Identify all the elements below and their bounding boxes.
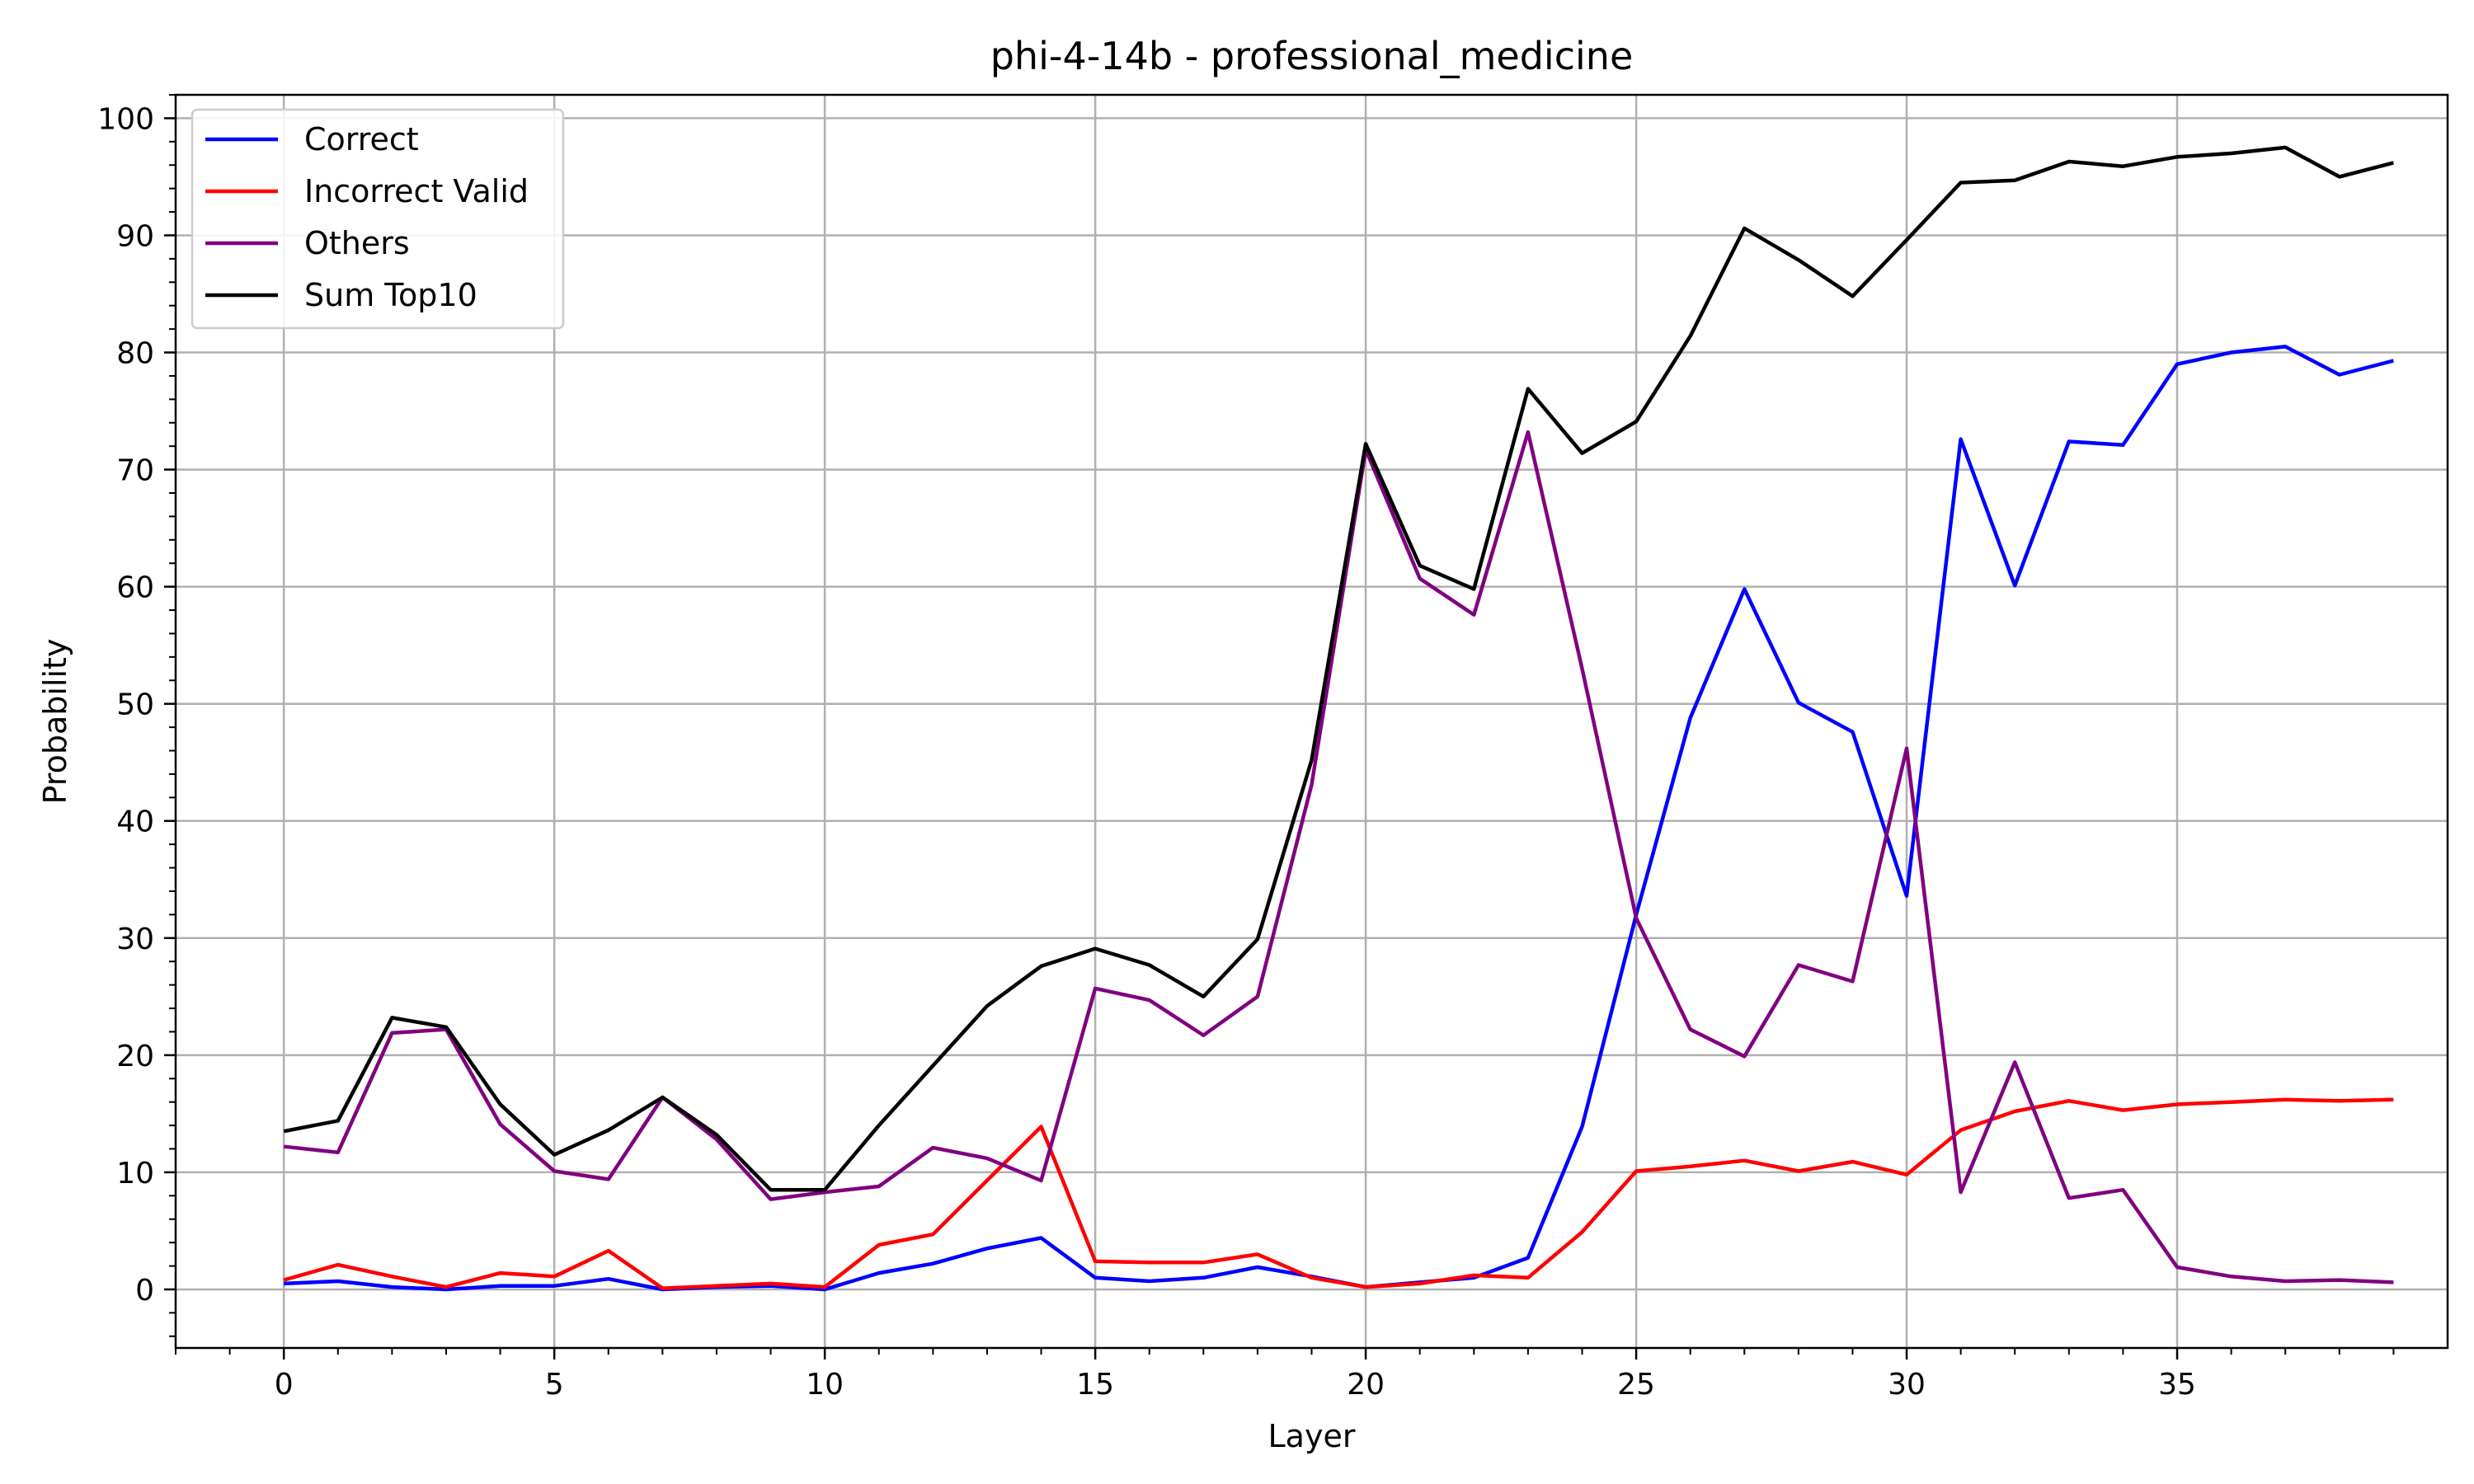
- x-axis-label: Layer: [1268, 1418, 1356, 1454]
- series-line-others: [283, 430, 2394, 1284]
- y-tick-label: 60: [116, 571, 154, 605]
- y-tick-label: 10: [116, 1157, 154, 1190]
- y-tick-label: 50: [116, 688, 154, 722]
- series-line-sum-top10: [283, 145, 2394, 1192]
- series-lines: [283, 145, 2394, 1292]
- y-tick-label: 70: [116, 454, 154, 488]
- series-line-incorrect-valid: [283, 1097, 2394, 1290]
- axis-ticks: 0 5 10 15 20 25 30 35 0 10 20 30 40 50 60 70 80 90 100: [97, 94, 2395, 1402]
- legend-label-others: Others: [304, 225, 410, 261]
- y-tick-label: 80: [116, 337, 154, 371]
- y-tick-label: 20: [116, 1040, 154, 1073]
- x-tick-label: 5: [545, 1368, 564, 1402]
- chart-title: phi-4-14b - professional_medicine: [990, 34, 1634, 78]
- legend: Correct Incorrect Valid Others Sum Top10: [190, 108, 565, 330]
- x-tick-label: 10: [806, 1368, 844, 1402]
- x-tick-label: 25: [1617, 1368, 1655, 1402]
- legend-label-sum-top10: Sum Top10: [304, 277, 477, 313]
- y-axis-label: Probability: [37, 639, 73, 805]
- legend-label-correct: Correct: [304, 121, 419, 157]
- grid: [176, 95, 2448, 1348]
- x-tick-label: 15: [1076, 1368, 1114, 1402]
- x-tick-label: 30: [1888, 1368, 1926, 1402]
- legend-box: [190, 108, 565, 330]
- y-tick-label: 90: [116, 219, 154, 253]
- y-tick-label: 40: [116, 805, 154, 839]
- x-tick-label: 20: [1347, 1368, 1385, 1402]
- legend-label-incorrect-valid: Incorrect Valid: [304, 173, 529, 209]
- y-tick-label: 0: [135, 1274, 154, 1308]
- x-tick-label: 35: [2158, 1368, 2196, 1402]
- y-tick-label: 30: [116, 923, 154, 956]
- x-tick-label: 0: [275, 1368, 294, 1402]
- y-tick-label: 100: [97, 102, 154, 136]
